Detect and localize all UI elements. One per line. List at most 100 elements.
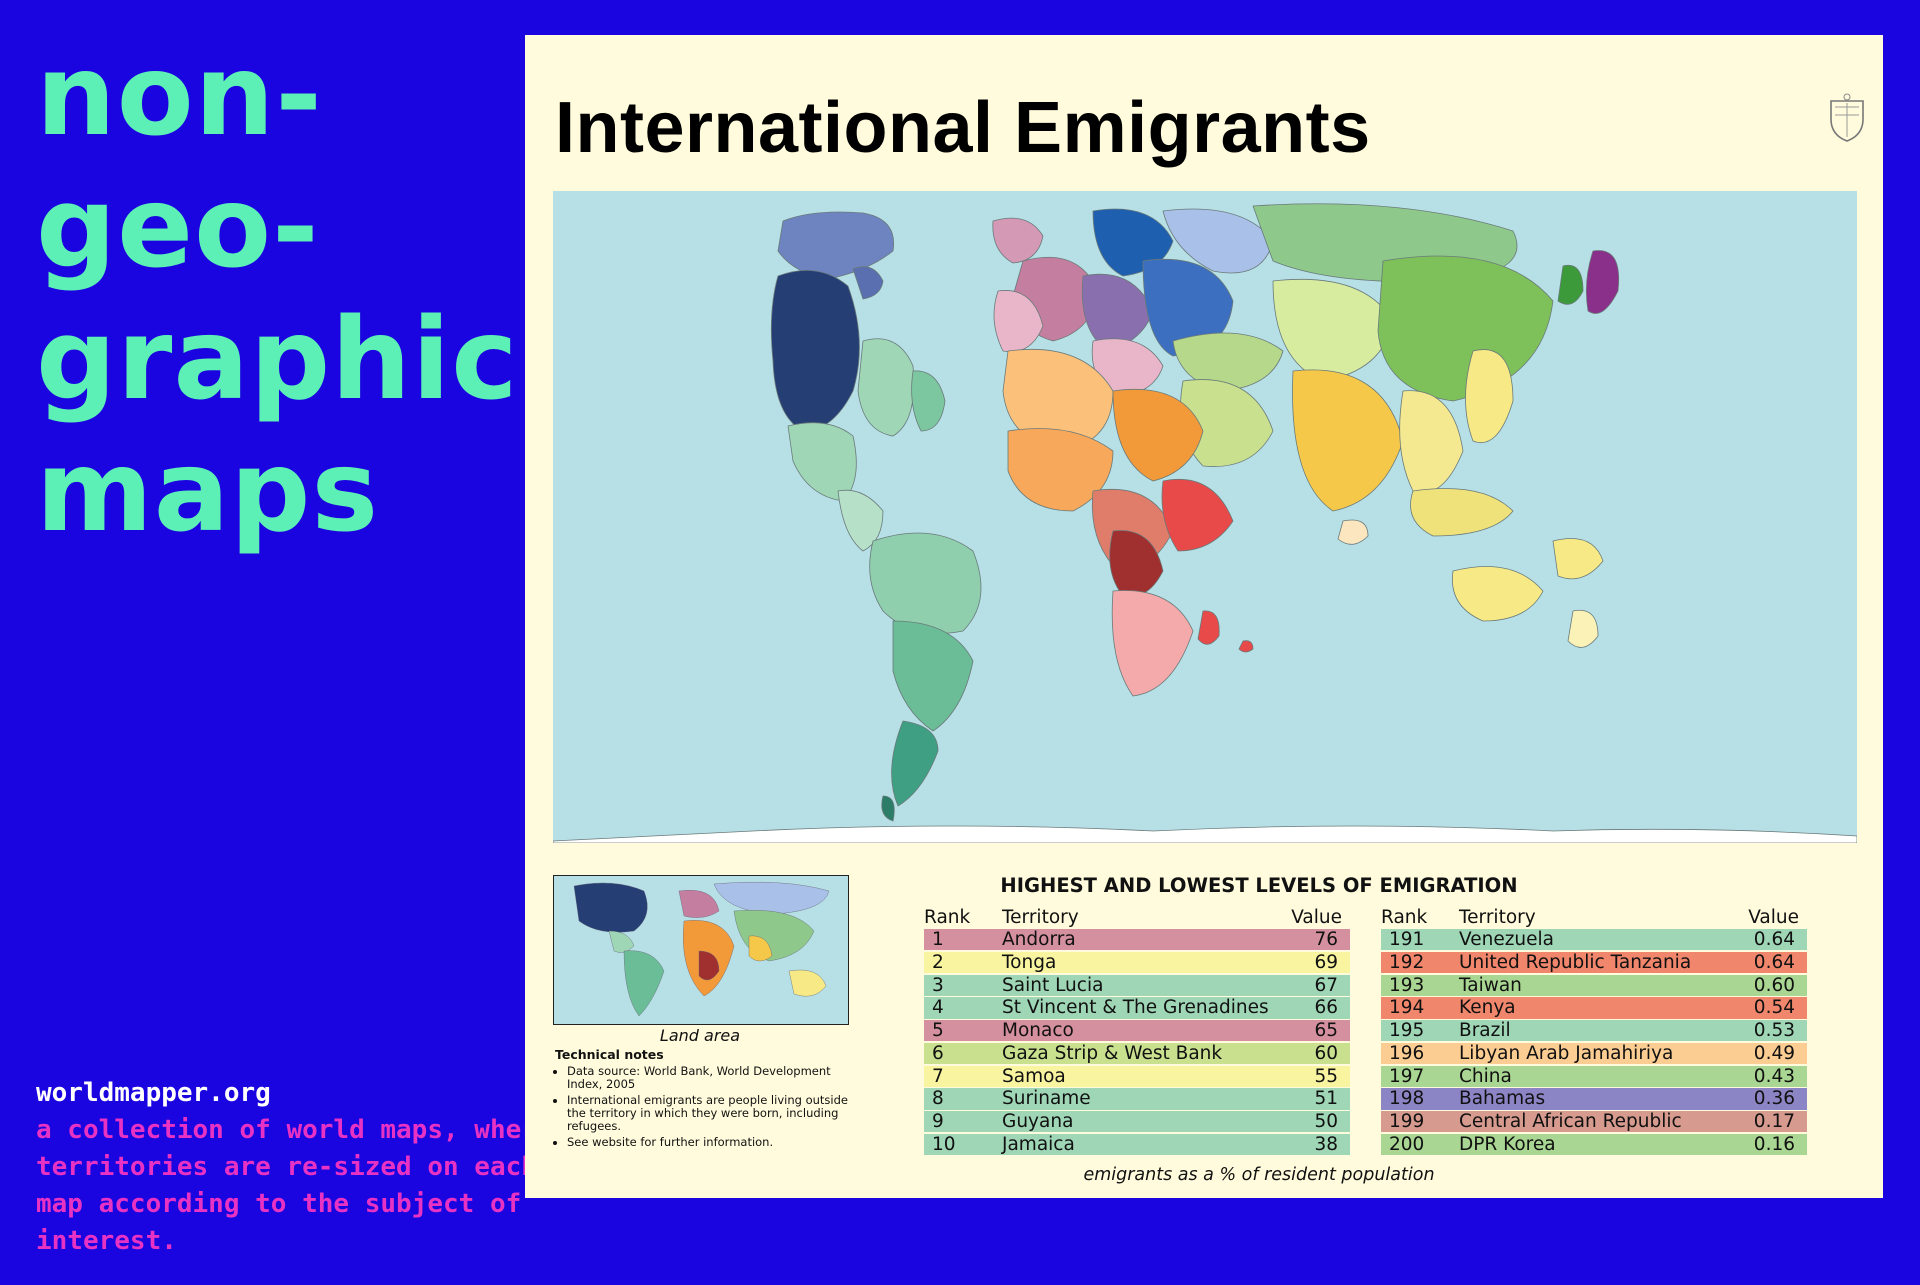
inset-map-svg	[573, 881, 830, 1017]
territory-cell: Taiwan	[1459, 974, 1522, 996]
value-cell: 0.60	[1753, 974, 1795, 996]
inset-asia	[733, 910, 815, 962]
lowest-table: Rank Territory Value 191 Venezuela 0.64 192…	[1381, 907, 1807, 1157]
header-territory: Territory	[1459, 907, 1536, 928]
crest-logo	[1830, 93, 1864, 142]
region-sri-lanka	[1337, 519, 1369, 545]
inset-caption: Land area	[659, 1026, 741, 1045]
table-row: 3 Saint Lucia 67	[924, 974, 1350, 996]
region-iberia	[993, 290, 1044, 353]
value-cell: 60	[1314, 1042, 1338, 1064]
rank-cell: 196	[1389, 1042, 1425, 1064]
table-row: 198 Bahamas 0.36	[1381, 1088, 1807, 1110]
value-cell: 51	[1314, 1088, 1338, 1110]
region-korea	[1557, 264, 1584, 305]
region-russia-west	[1162, 208, 1274, 274]
inset-russia	[713, 881, 830, 915]
inset-north-america	[573, 882, 648, 933]
region-mexico	[787, 422, 857, 502]
territory-cell: China	[1459, 1065, 1512, 1087]
sidebar-title-line: maps	[36, 427, 380, 557]
table-row: 8 Suriname 51	[924, 1088, 1350, 1110]
map-poster: International Emigrants	[525, 35, 1883, 1198]
territory-cell: Andorra	[1002, 929, 1076, 950]
cartogram-map	[553, 191, 1857, 843]
region-east-africa	[1161, 479, 1234, 552]
value-cell: 67	[1314, 974, 1338, 996]
territory-cell: DPR Korea	[1459, 1134, 1556, 1156]
region-pacific-islands	[1552, 538, 1604, 580]
technical-notes: Technical notes Data source: World Bank,…	[555, 1048, 855, 1152]
table-title: HIGHEST AND LOWEST LEVELS OF EMIGRATION	[1000, 874, 1518, 897]
rank-cell: 2	[932, 951, 944, 973]
table-row: 6 Gaza Strip & West Bank 60	[924, 1042, 1350, 1065]
rank-cell: 5	[932, 1020, 944, 1042]
region-china	[1377, 255, 1554, 402]
table-row: 200 DPR Korea 0.16	[1381, 1134, 1807, 1156]
table-row: 7 Samoa 55	[924, 1065, 1350, 1087]
territory-cell: Gaza Strip & West Bank	[1002, 1042, 1223, 1064]
territory-cell: Suriname	[1002, 1088, 1091, 1110]
value-cell: 38	[1314, 1134, 1338, 1156]
region-south-america-south	[891, 720, 939, 807]
sidebar-title-line: graphic	[36, 295, 519, 425]
table-row: 2 Tonga 69	[924, 951, 1350, 973]
rank-cell: 8	[932, 1088, 944, 1110]
table-header: Rank Territory Value	[1381, 907, 1807, 929]
rank-cell: 1	[932, 929, 944, 950]
technical-note: Data source: World Bank, World Developme…	[567, 1065, 855, 1091]
region-australia	[1451, 566, 1544, 622]
site-link[interactable]: worldmapper.org	[36, 1078, 271, 1108]
table-row: 5 Monaco 65	[924, 1020, 1350, 1042]
header-territory: Territory	[1002, 907, 1079, 928]
sidebar-title-line: non-	[36, 31, 323, 161]
territory-cell: Bahamas	[1459, 1088, 1546, 1110]
rank-cell: 195	[1389, 1020, 1425, 1042]
table-row: 10 Jamaica 38	[924, 1134, 1350, 1156]
region-egypt-sudan	[1112, 388, 1204, 482]
region-new-zealand	[1567, 609, 1599, 648]
value-cell: 0.43	[1753, 1065, 1795, 1087]
table-row: 192 United Republic Tanzania 0.64	[1381, 951, 1807, 973]
region-caribbean	[857, 338, 915, 437]
territory-cell: Guyana	[1002, 1111, 1074, 1133]
rank-cell: 10	[932, 1134, 956, 1156]
region-south-asia	[1292, 369, 1404, 512]
region-indonesia	[1410, 488, 1514, 537]
inset-south-asia	[748, 935, 773, 962]
region-philippines	[1465, 349, 1514, 443]
territory-cell: United Republic Tanzania	[1459, 951, 1692, 973]
table-row: 9 Guyana 50	[924, 1111, 1350, 1133]
table-row: 195 Brazil 0.53	[1381, 1020, 1807, 1042]
technical-note: See website for further information.	[567, 1136, 855, 1149]
rank-cell: 7	[932, 1065, 944, 1087]
header-rank: Rank	[1381, 907, 1428, 928]
table-row: 4 St Vincent & The Grenadines 66	[924, 997, 1350, 1019]
value-cell: 0.64	[1753, 951, 1795, 973]
region-turkey-caucasus	[1172, 332, 1284, 392]
table-row: 199 Central African Republic 0.17	[1381, 1111, 1807, 1133]
region-canada-east	[852, 266, 884, 300]
region-central-asia	[1272, 278, 1394, 382]
rank-cell: 9	[932, 1111, 944, 1133]
value-cell: 0.64	[1753, 929, 1795, 950]
region-central-europe	[1081, 273, 1154, 352]
territory-cell: Brazil	[1459, 1020, 1511, 1042]
inset-central-america	[608, 930, 635, 953]
value-cell: 50	[1314, 1111, 1338, 1133]
inset-central-africa	[698, 950, 720, 981]
rank-cell: 194	[1389, 997, 1425, 1019]
table-row: 1 Andorra 76	[924, 929, 1350, 951]
rank-cell: 198	[1389, 1088, 1425, 1110]
territory-cell: Venezuela	[1459, 929, 1555, 950]
table-row: 197 China 0.43	[1381, 1065, 1807, 1087]
region-madagascar	[1197, 610, 1220, 645]
map-title: International Emigrants	[555, 88, 1371, 168]
technical-notes-heading: Technical notes	[555, 1047, 664, 1062]
header-rank: Rank	[924, 907, 971, 928]
technical-notes-list: Data source: World Bank, World Developme…	[555, 1065, 855, 1149]
region-antarctica	[553, 825, 1857, 843]
value-cell: 0.53	[1753, 1020, 1795, 1042]
inset-map	[553, 875, 849, 1025]
table-row: 193 Taiwan 0.60	[1381, 974, 1807, 996]
